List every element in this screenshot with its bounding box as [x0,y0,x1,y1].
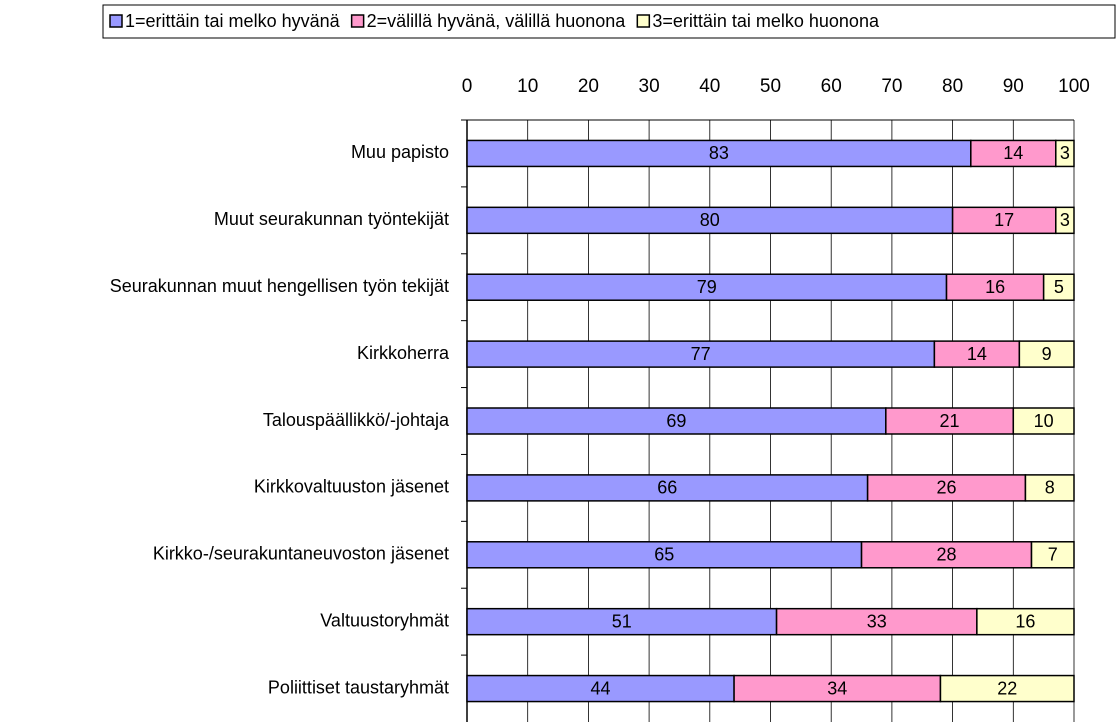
value-label: 66 [657,478,677,498]
y-tick-label: Kirkkoherra [357,343,450,363]
x-tick-label: 40 [699,76,720,97]
value-label: 77 [691,344,711,364]
x-tick-label: 60 [821,76,842,97]
bar-segment [1018,340,1075,368]
y-tick-label: Valtuustoryhmät [320,610,449,630]
bar-segment [466,474,869,502]
value-label: 5 [1054,277,1064,297]
legend-swatch [636,14,651,28]
legend-box [102,4,1116,39]
value-label: 14 [1003,143,1023,163]
x-tick-label: 90 [1003,76,1024,97]
value-label: 17 [994,210,1014,230]
value-label: 28 [937,545,957,565]
bar-segment [1055,206,1075,235]
bar-segment [866,474,1027,502]
y-tick-label: Muu papisto [351,142,449,162]
value-label: 9 [1042,344,1052,364]
bar-segment [733,674,942,703]
x-tick-label: 0 [462,76,473,97]
x-tick-label: 100 [1058,76,1090,97]
bar-segment [939,674,1075,703]
bar-segment [1030,541,1075,569]
bar-segment [1042,273,1075,301]
bar-segment [466,607,778,636]
bar-segment [466,206,954,235]
value-label: 16 [985,277,1005,297]
x-tick-label: 10 [517,76,538,97]
bar-segment [976,607,1075,636]
value-label: 16 [1015,611,1035,631]
value-label: 8 [1045,478,1055,498]
x-tick-label: 30 [639,76,660,97]
bar-segment [466,674,735,703]
value-label: 3 [1060,143,1070,163]
legend-label: 3=erittäin tai melko huonona [652,11,880,31]
legend-swatch [109,14,123,28]
legend-swatch [350,14,365,28]
value-label: 22 [997,678,1017,698]
legend-label: 2=välillä hyvänä, välillä huonona [367,11,627,31]
legend-label: 1=erittäin tai melko hyvänä [125,11,341,31]
value-label: 26 [937,478,957,498]
value-label: 79 [697,277,717,297]
value-label: 65 [654,545,674,565]
y-tick-label: Muut seurakunnan työntekijät [214,209,449,229]
value-label: 34 [827,678,847,698]
value-label: 14 [967,344,987,364]
x-tick-label: 80 [942,76,963,97]
bar-segment [466,273,948,301]
bar-segment [1024,474,1075,502]
value-label: 80 [700,210,720,230]
x-tick-label: 20 [578,76,599,97]
value-label: 51 [612,611,632,631]
value-label: 69 [666,411,686,431]
value-label: 83 [709,143,729,163]
value-label: 7 [1048,545,1058,565]
bar-segment [1055,139,1075,168]
bar-segment [466,541,863,569]
bar-segment [1012,407,1075,435]
bar-segment [933,340,1021,368]
y-tick-label: Talouspäällikkö/-johtaja [263,410,450,430]
bar-segment [466,139,972,168]
value-label: 21 [940,411,960,431]
value-label: 10 [1034,411,1054,431]
x-tick-label: 50 [760,76,781,97]
y-tick-label: Seurakunnan muut hengellisen työn tekijä… [110,276,449,296]
x-tick-label: 70 [881,76,902,97]
value-label: 33 [867,611,887,631]
bar-segment [466,340,936,368]
bar-segment [970,139,1057,168]
y-tick-label: Kirkkovaltuuston jäsenet [254,477,449,497]
y-tick-label: Kirkko-/seurakuntaneuvoston jäsenet [153,544,449,564]
y-tick-label: Poliittiset taustaryhmät [268,677,449,697]
value-label: 3 [1060,210,1070,230]
value-label: 44 [591,678,611,698]
